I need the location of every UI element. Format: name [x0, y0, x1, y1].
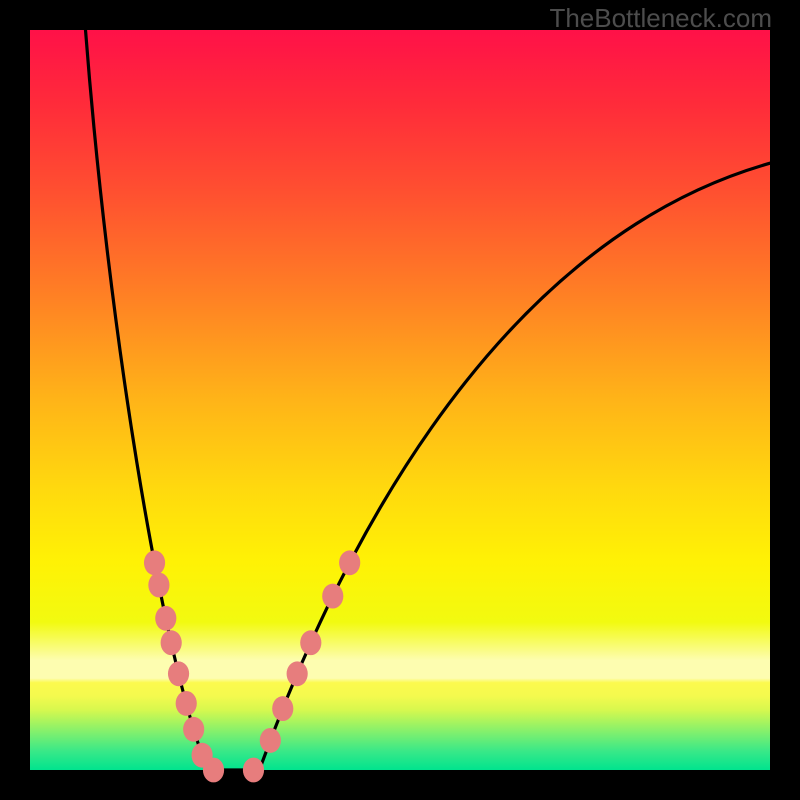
data-marker	[243, 758, 264, 783]
data-marker	[144, 550, 165, 575]
data-marker	[339, 550, 360, 575]
data-marker	[300, 630, 321, 655]
plot-area	[30, 30, 770, 770]
data-marker	[260, 728, 281, 753]
data-marker	[168, 661, 189, 686]
data-marker	[322, 584, 343, 609]
data-marker	[203, 758, 224, 783]
data-marker	[161, 630, 182, 655]
data-markers	[30, 30, 770, 770]
watermark: TheBottleneck.com	[549, 3, 772, 34]
data-marker	[155, 606, 176, 631]
data-marker	[183, 717, 204, 742]
data-marker	[148, 573, 169, 598]
data-marker	[272, 696, 293, 721]
data-marker	[287, 661, 308, 686]
data-marker	[176, 691, 197, 716]
